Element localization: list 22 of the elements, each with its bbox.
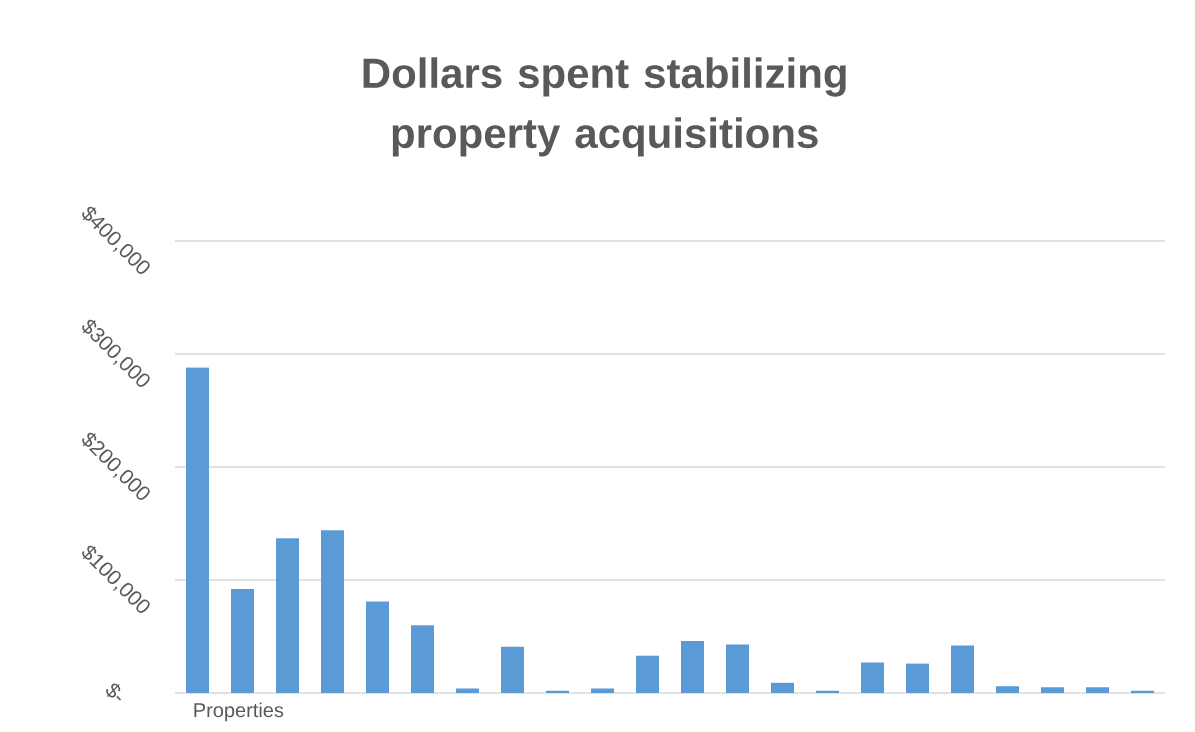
bar xyxy=(951,645,975,693)
bar xyxy=(321,530,344,693)
bar xyxy=(501,646,524,693)
bar xyxy=(906,663,930,693)
bar xyxy=(1086,687,1110,693)
bar xyxy=(276,538,299,693)
bar xyxy=(861,662,885,693)
bar xyxy=(411,625,434,693)
chart-title: Dollars spent stabilizing property acquisitions xyxy=(363,57,846,157)
bar xyxy=(456,688,479,693)
bar xyxy=(591,688,614,693)
bar xyxy=(726,644,750,693)
x-axis-title: Properties xyxy=(194,702,284,722)
bar xyxy=(681,641,705,693)
bar xyxy=(231,589,254,693)
bar xyxy=(1041,687,1065,693)
bar xyxy=(366,601,389,693)
bar xyxy=(186,367,209,693)
y-tick-label: $- xyxy=(106,683,122,701)
bar xyxy=(636,655,660,693)
bar xyxy=(996,686,1020,693)
bar xyxy=(771,682,795,693)
